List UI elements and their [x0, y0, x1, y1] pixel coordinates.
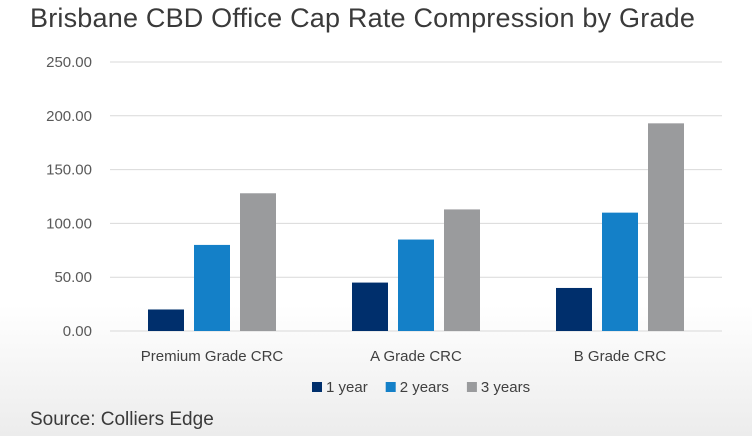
bar-1-3	[556, 287, 592, 331]
legend-label: 1 year	[326, 379, 368, 396]
source-note: Source: Colliers Edge	[30, 409, 214, 430]
legend-label: 2 years	[400, 379, 449, 396]
bar-3-3	[648, 123, 684, 331]
x-category-label: A Grade CRC	[370, 348, 462, 365]
bar-3-2	[444, 209, 480, 331]
y-tick-label: 200.00	[46, 108, 92, 125]
y-tick-label: 150.00	[46, 162, 92, 179]
x-category-label: B Grade CRC	[574, 348, 667, 365]
x-axis-category-labels: Premium Grade CRC A Grade CRC B Grade CRC	[141, 348, 667, 365]
bar-2-1	[194, 244, 230, 331]
legend-swatch	[466, 382, 477, 392]
legend-swatch	[312, 382, 322, 392]
bars	[148, 123, 684, 331]
y-tick-label: 100.00	[46, 215, 92, 232]
legend-label: 3 years	[481, 379, 530, 396]
y-tick-label: 50.00	[54, 269, 92, 286]
legend-swatch	[385, 382, 396, 392]
x-category-label: Premium Grade CRC	[141, 348, 284, 365]
y-axis-tick-labels: 0.00 50.00 100.00 150.00 200.00 250.00	[46, 54, 92, 340]
y-tick-label: 250.00	[46, 54, 92, 71]
bar-1-1	[148, 309, 184, 331]
chart-title: Brisbane CBD Office Cap Rate Compression…	[30, 3, 696, 33]
legend: 1 year 2 years 3 years	[312, 379, 530, 396]
bar-2-3	[602, 212, 638, 331]
bar-3-1	[240, 193, 276, 331]
bar-2-2	[398, 239, 434, 331]
bar-1-2	[352, 282, 388, 331]
y-tick-label: 0.00	[63, 323, 92, 340]
